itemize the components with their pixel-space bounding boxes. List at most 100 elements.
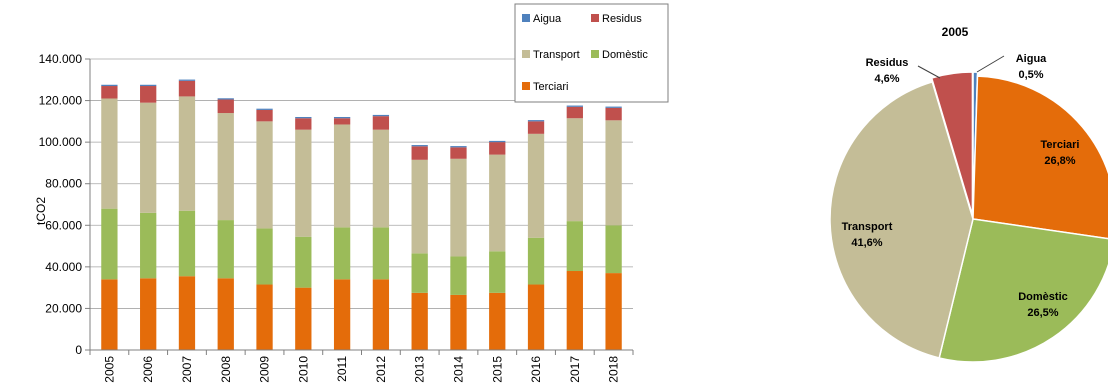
legend-label-residus: Residus: [602, 13, 642, 25]
bar-residus-2006: [140, 86, 157, 103]
bar-residus-2005: [101, 86, 118, 99]
bar-aigua-2007: [178, 79, 196, 81]
bar-domestic-2010: [295, 236, 312, 288]
bar-transport-2010: [295, 129, 312, 237]
bar-residus-2015: [489, 142, 506, 155]
pie-label-terciari: Terciari: [1041, 139, 1080, 151]
bar-transport-2018: [605, 120, 622, 226]
pie-slice-terciari: [972, 75, 1108, 240]
bar-aigua-2012: [372, 114, 390, 117]
bar-domestic-2007: [178, 210, 196, 277]
bar-terciari-2017: [566, 271, 583, 350]
x-tick-labels: 2005 2006 2007 2008 2009 2010 2011 2012 2013 2014…: [102, 356, 620, 383]
pie-value-terciari: 26,8%: [1044, 155, 1075, 167]
bar-terciari-2014: [450, 294, 467, 350]
bar-terciari-2018: [605, 273, 622, 350]
x-tick-label: 2007: [180, 356, 194, 383]
bar-residus-2014: [450, 147, 467, 159]
bar-residus-2013: [411, 146, 428, 160]
bar-terciari-2006: [140, 278, 157, 350]
bar-aigua-2010: [295, 116, 312, 119]
bar-terciari-2009: [256, 284, 273, 350]
bar-residus-2016: [527, 121, 545, 134]
bar-terciari-2011: [333, 279, 351, 350]
bar-transport-2015: [489, 154, 506, 252]
pie-value-transport: 41,6%: [851, 237, 882, 249]
x-tick-label: 2018: [607, 356, 621, 383]
bar-domestic-2011: [333, 227, 351, 280]
pie-slices: [829, 71, 1108, 363]
bar-domestic-2008: [217, 220, 234, 279]
bar-transport-2016: [527, 133, 545, 238]
legend-swatch-domestic: [591, 50, 599, 58]
bar-domestic-2017: [566, 221, 583, 272]
bar-terciari-2016: [527, 284, 545, 350]
bar-domestic-2009: [256, 228, 273, 285]
y-tick-label: 80.000: [45, 177, 82, 191]
bar-aigua-2013: [411, 145, 428, 147]
pie-value-residus: 4,6%: [874, 73, 899, 85]
pie-value-domestic: 26,5%: [1027, 307, 1058, 319]
pie-leader-residus: [917, 65, 941, 79]
bar-transport-2013: [411, 159, 428, 254]
pie-value-aigua: 0,5%: [1018, 69, 1043, 81]
bar-series: [101, 79, 622, 350]
bar-residus-2010: [295, 118, 312, 130]
bar-aigua-2009: [256, 108, 273, 110]
x-tick-label: 2017: [568, 356, 582, 383]
bar-terciari-2008: [217, 278, 234, 350]
x-tick-label: 2008: [219, 356, 233, 383]
pie-label-transport: Transport: [842, 221, 893, 233]
bar-domestic-2006: [140, 212, 157, 279]
bar-domestic-2014: [450, 256, 467, 295]
bar-terciari-2007: [178, 276, 196, 350]
bar-residus-2011: [333, 118, 351, 125]
bar-domestic-2015: [489, 251, 506, 293]
pie-slice-domestic: [938, 218, 1108, 363]
bar-transport-2017: [566, 118, 583, 222]
x-tick-label: 2016: [529, 356, 543, 383]
bar-residus-2009: [256, 109, 273, 122]
pie-slice-residus: [930, 71, 974, 216]
y-tick-label: 140.000: [39, 52, 83, 66]
bar-terciari-2013: [411, 292, 428, 350]
bar-transport-2012: [372, 129, 390, 228]
x-tick-label: 2006: [141, 356, 155, 383]
pie-label-domestic: Domèstic: [1018, 291, 1068, 303]
bar-aigua-2011: [333, 116, 351, 119]
y-axis-label: tCO2: [34, 197, 48, 225]
bar-residus-2018: [605, 107, 622, 121]
y-tick-label: 120.000: [39, 94, 83, 108]
bar-transport-2005: [101, 98, 118, 209]
bar-transport-2011: [333, 124, 351, 228]
y-tick-label: 60.000: [45, 218, 82, 232]
bar-terciari-2005: [101, 279, 118, 350]
x-tick-label: 2011: [335, 356, 349, 382]
bar-aigua-2005: [101, 84, 118, 87]
bar-terciari-2012: [372, 279, 390, 350]
bar-domestic-2012: [372, 227, 390, 280]
bar-transport-2006: [140, 102, 157, 213]
pie-label-aigua: Aigua: [1016, 53, 1047, 65]
bar-aigua-2015: [489, 140, 506, 143]
x-tick-label: 2010: [296, 356, 310, 383]
bar-domestic-2016: [527, 237, 545, 285]
y-tick-label: 20.000: [45, 301, 82, 315]
bar-residus-2017: [566, 106, 583, 119]
bar-transport-2009: [256, 121, 273, 229]
pie-labels: Aigua 0,5% Terciari 26,8% Domèstic 26,5% Trans…: [842, 53, 1080, 319]
bar-transport-2014: [450, 158, 467, 257]
pie-slice-transport: [829, 80, 974, 359]
legend: Aigua Residus Transport Domèstic Terciari: [514, 3, 669, 103]
bar-aigua-2006: [140, 84, 157, 87]
bar-aigua-2018: [605, 106, 622, 108]
bar-terciari-2015: [489, 292, 506, 350]
bar-residus-2007: [178, 80, 196, 97]
y-tick-label: 40.000: [45, 260, 82, 274]
bar-terciari-2010: [295, 287, 312, 350]
pie-title: 2005: [942, 25, 969, 39]
bar-transport-2008: [217, 113, 234, 221]
x-tick-label: 2009: [258, 356, 272, 383]
x-tick-label: 2015: [490, 356, 504, 383]
